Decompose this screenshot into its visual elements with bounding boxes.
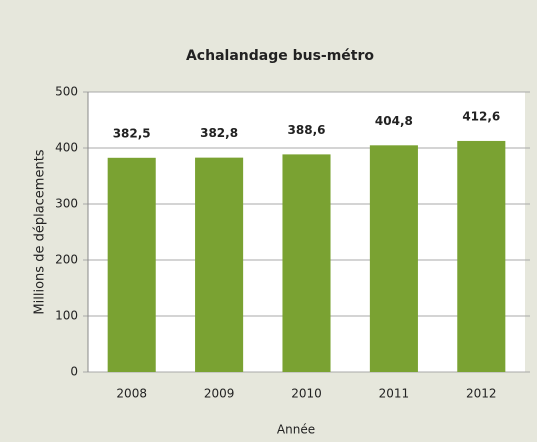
x-tick-label: 2010 xyxy=(291,387,322,401)
data-label: 412,6 xyxy=(462,109,500,123)
y-tick-label: 300 xyxy=(55,197,78,211)
y-tick-label: 400 xyxy=(55,141,78,155)
x-tick-label: 2008 xyxy=(116,387,147,401)
bar xyxy=(282,154,331,372)
x-tick-label: 2009 xyxy=(204,387,235,401)
bar xyxy=(457,140,506,372)
x-tick-label: 2011 xyxy=(379,387,410,401)
bar xyxy=(107,157,156,372)
bar xyxy=(195,157,244,372)
y-tick-label: 0 xyxy=(70,365,78,379)
x-tick-label: 2012 xyxy=(466,387,497,401)
bar xyxy=(369,145,418,372)
chart-title: Achalandage bus-métro xyxy=(186,48,374,64)
data-label: 404,8 xyxy=(375,114,413,128)
y-tick-label: 100 xyxy=(55,309,78,323)
data-label: 382,8 xyxy=(200,126,238,140)
data-label: 388,6 xyxy=(288,123,326,137)
data-label: 382,5 xyxy=(113,126,151,140)
x-axis-label: Année xyxy=(277,423,315,437)
y-axis-label: Millions de déplacements xyxy=(33,149,48,314)
y-tick-label: 200 xyxy=(55,253,78,267)
y-tick-label: 500 xyxy=(55,85,78,99)
